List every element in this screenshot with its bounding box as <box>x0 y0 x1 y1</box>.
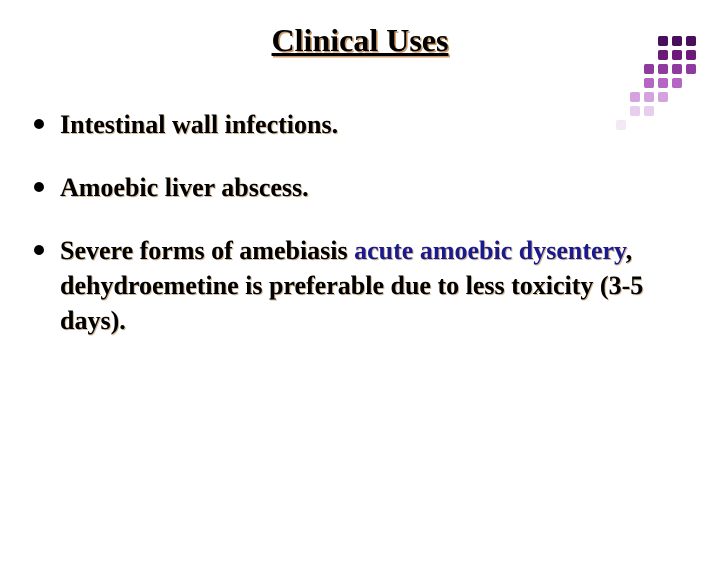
list-item: Amoebic liver abscess. <box>34 170 670 205</box>
decoration-dot <box>644 120 654 130</box>
decoration-dot <box>616 120 626 130</box>
decoration-dot <box>672 50 682 60</box>
corner-decoration <box>616 36 698 132</box>
bullet-highlight: acute amoebic dysentery <box>354 236 626 265</box>
decoration-dot <box>672 120 682 130</box>
decoration-dot <box>658 50 668 60</box>
decoration-dot <box>616 36 626 46</box>
decoration-dot <box>644 36 654 46</box>
bullet-text: Amoebic liver abscess. <box>60 170 670 205</box>
decoration-dot <box>686 120 696 130</box>
bullet-icon <box>34 119 44 129</box>
decoration-dot <box>686 92 696 102</box>
decoration-dot <box>644 78 654 88</box>
decoration-dot <box>630 78 640 88</box>
decoration-dot <box>630 64 640 74</box>
bullet-icon <box>34 182 44 192</box>
bullet-text: Severe forms of amebiasis acute amoebic … <box>60 233 670 338</box>
decoration-dot <box>672 64 682 74</box>
bullet-prefix: Severe forms of amebiasis <box>60 236 354 265</box>
decoration-dot <box>658 120 668 130</box>
decoration-dot <box>616 50 626 60</box>
decoration-dot <box>630 36 640 46</box>
decoration-dot <box>658 64 668 74</box>
decoration-dot <box>658 106 668 116</box>
decoration-dot <box>686 78 696 88</box>
decoration-dot <box>644 92 654 102</box>
decoration-dot <box>616 64 626 74</box>
decoration-dot <box>686 36 696 46</box>
decoration-dot <box>616 106 626 116</box>
content-area: Intestinal wall infections. Amoebic live… <box>0 107 720 338</box>
decoration-dot <box>616 78 626 88</box>
decoration-dot <box>630 92 640 102</box>
decoration-dot <box>658 92 668 102</box>
decoration-dot <box>644 64 654 74</box>
decoration-dot <box>630 120 640 130</box>
decoration-dot <box>616 92 626 102</box>
list-item: Severe forms of amebiasis acute amoebic … <box>34 233 670 338</box>
decoration-dot <box>630 106 640 116</box>
decoration-dot <box>644 106 654 116</box>
decoration-dot <box>672 106 682 116</box>
decoration-dot <box>672 92 682 102</box>
slide-title: Clinical Uses <box>0 22 720 59</box>
decoration-dot <box>658 78 668 88</box>
bullet-icon <box>34 245 44 255</box>
decoration-dot <box>658 36 668 46</box>
decoration-dot <box>630 50 640 60</box>
list-item: Intestinal wall infections. <box>34 107 670 142</box>
decoration-dot <box>644 50 654 60</box>
decoration-dot <box>672 78 682 88</box>
bullet-text: Intestinal wall infections. <box>60 107 670 142</box>
decoration-dot <box>686 50 696 60</box>
decoration-dot <box>686 106 696 116</box>
decoration-dot <box>686 64 696 74</box>
decoration-dot <box>672 36 682 46</box>
